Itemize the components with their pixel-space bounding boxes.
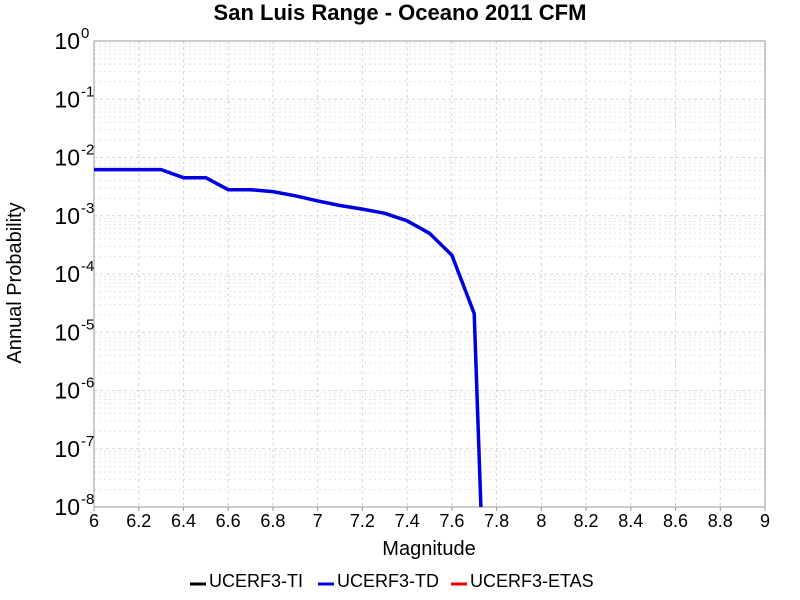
x-tick-label: 7.6 [439, 511, 464, 531]
data-point [406, 220, 408, 222]
y-tick-base: 10 [54, 319, 80, 345]
x-tick-label: 6.4 [171, 511, 196, 531]
data-point [205, 177, 207, 179]
x-tick-label: 8.8 [708, 511, 733, 531]
y-tick-exponent: -6 [81, 375, 94, 392]
y-tick: 10 -3 [54, 200, 94, 229]
data-point [361, 208, 363, 210]
x-tick-label: 8.2 [574, 511, 599, 531]
data-point [227, 189, 229, 191]
x-axis-label: Magnitude [382, 538, 475, 560]
data-point [272, 191, 274, 193]
data-point [115, 169, 117, 171]
y-tick: 10 -4 [54, 258, 94, 287]
grid [93, 40, 766, 508]
y-tick: 10 -2 [54, 142, 94, 171]
x-tick-label: 7.4 [395, 511, 420, 531]
legend-label: UCERF3-TD [337, 571, 439, 591]
legend-label: UCERF3-ETAS [470, 571, 594, 591]
x-tick-label: 9 [760, 511, 770, 531]
plot-area [93, 40, 766, 508]
x-tick-label: 7.2 [350, 511, 375, 531]
y-tick-exponent: -8 [81, 491, 94, 508]
legend-item-ucerf3-ti: UCERF3-TI [190, 571, 303, 591]
y-tick-exponent: -5 [81, 316, 94, 333]
legend-label: UCERF3-TI [209, 571, 303, 591]
x-tick-label: 7 [313, 511, 323, 531]
legend-item-ucerf3-etas: UCERF3-ETAS [451, 571, 594, 591]
data-point [138, 169, 140, 171]
x-tick-label: 8.6 [663, 511, 688, 531]
data-point [250, 189, 252, 191]
data-point [480, 506, 482, 507]
legend: UCERF3-TI UCERF3-TD UCERF3-ETAS [190, 571, 594, 591]
data-point [294, 195, 296, 197]
legend-item-ucerf3-td: UCERF3-TD [318, 571, 439, 591]
x-tick-label: 6.2 [126, 511, 151, 531]
data-point [317, 200, 319, 202]
data-point [183, 177, 184, 179]
y-tick-exponent: -1 [81, 83, 94, 100]
x-axis: 6 6.2 6.4 6.6 6.8 7 7.2 7.4 7.6 7.8 8 8.2 8.4 8.6 8.8 9 [89, 507, 770, 531]
data-point [384, 212, 386, 214]
y-tick: 10 -1 [54, 83, 94, 112]
y-tick-exponent: -7 [81, 433, 94, 450]
y-tick-base: 10 [54, 436, 80, 462]
x-tick-label: 6.6 [216, 511, 241, 531]
data-point [339, 205, 341, 206]
data-point [160, 169, 162, 171]
y-axis-label: Annual Probability [4, 202, 26, 363]
y-tick: 10 -8 [54, 491, 94, 520]
data-point [429, 232, 430, 234]
y-tick-base: 10 [54, 86, 80, 112]
x-tick-label: 6.8 [260, 511, 285, 531]
y-tick-exponent: -4 [81, 258, 94, 275]
y-tick-exponent: 0 [81, 25, 89, 42]
series-layer [94, 167, 483, 507]
x-tick-label: 8.4 [618, 511, 643, 531]
y-tick-exponent: -3 [81, 200, 94, 217]
y-tick-base: 10 [54, 203, 80, 229]
data-point [451, 254, 453, 256]
y-tick-base: 10 [54, 261, 80, 287]
y-tick-base: 10 [54, 28, 80, 54]
y-tick: 10 -5 [54, 316, 94, 345]
data-point [94, 169, 95, 171]
x-tick-label: 7.8 [484, 511, 509, 531]
y-tick-base: 10 [54, 145, 80, 171]
y-tick-exponent: -2 [81, 142, 94, 159]
y-tick-base: 10 [54, 378, 80, 404]
y-tick-base: 10 [54, 494, 80, 520]
x-tick-label: 6 [89, 511, 99, 531]
x-tick-label: 8 [536, 511, 546, 531]
y-tick: 10 -7 [54, 433, 94, 462]
y-tick: 10 0 [54, 25, 89, 54]
y-tick: 10 -6 [54, 375, 94, 404]
series-line-ucerf3-td [94, 167, 483, 507]
data-point [473, 313, 475, 314]
chart-title: San Luis Range - Oceano 2011 CFM [214, 0, 587, 25]
